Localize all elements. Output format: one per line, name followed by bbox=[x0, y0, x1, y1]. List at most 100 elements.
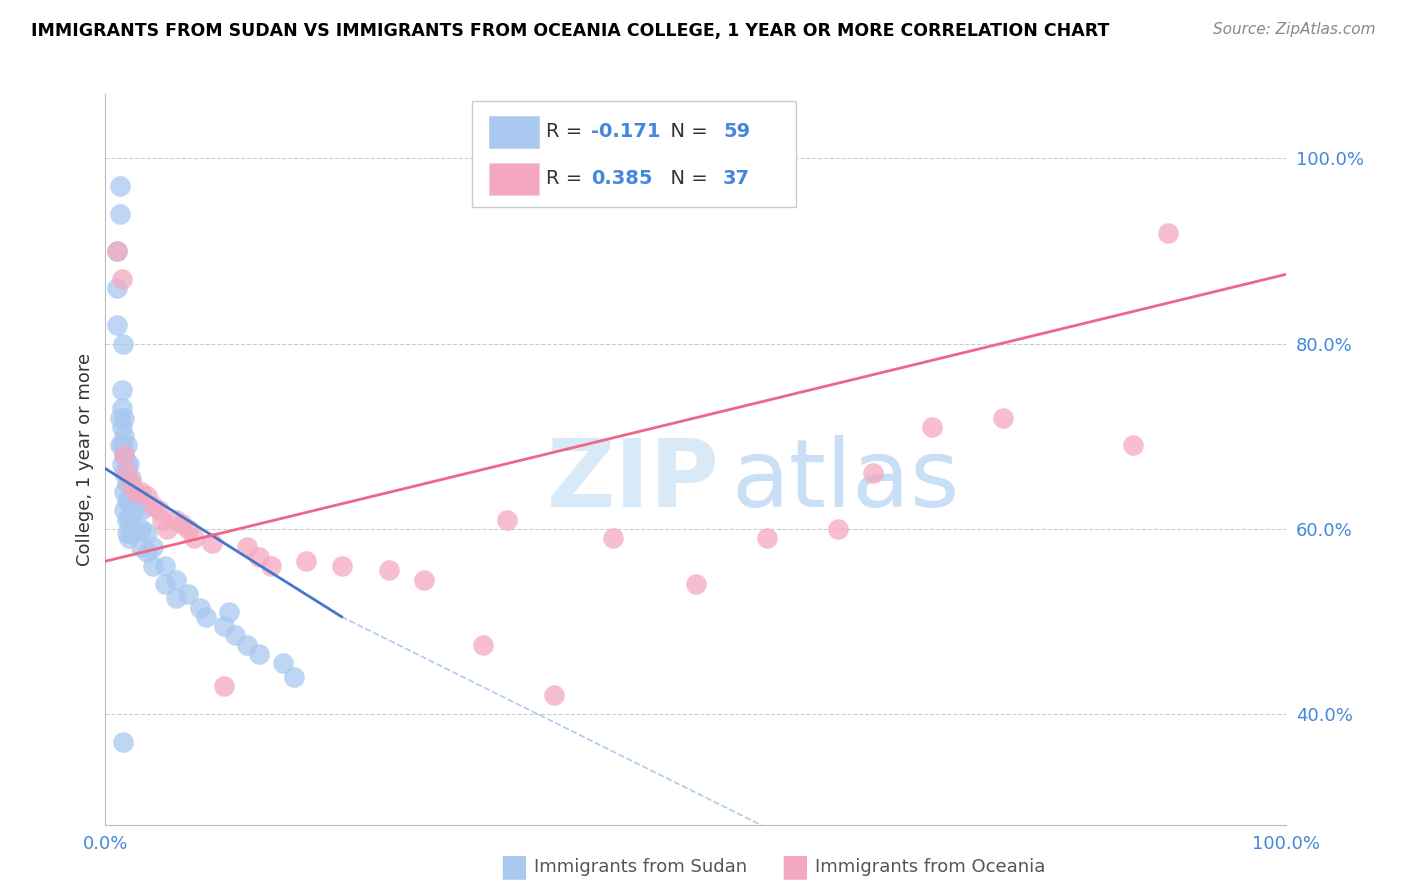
FancyBboxPatch shape bbox=[489, 162, 538, 194]
Point bbox=[124, 484, 146, 499]
FancyBboxPatch shape bbox=[471, 101, 796, 207]
Text: R =: R = bbox=[546, 122, 589, 141]
Point bbox=[111, 420, 134, 434]
Point bbox=[1157, 226, 1180, 240]
Point bbox=[153, 577, 176, 591]
Point bbox=[112, 336, 135, 351]
Point bbox=[111, 383, 134, 397]
Point bbox=[602, 531, 624, 545]
Text: ZIP: ZIP bbox=[547, 435, 720, 527]
Point bbox=[112, 484, 135, 499]
Text: ■: ■ bbox=[780, 853, 808, 881]
Point bbox=[135, 526, 157, 541]
Point bbox=[105, 281, 128, 295]
Point bbox=[120, 526, 142, 541]
Point bbox=[543, 689, 565, 703]
Point bbox=[413, 573, 436, 587]
Point bbox=[156, 522, 179, 536]
Point bbox=[142, 541, 165, 555]
Point bbox=[224, 628, 246, 642]
Point bbox=[115, 457, 138, 471]
Point bbox=[271, 656, 294, 670]
Y-axis label: College, 1 year or more: College, 1 year or more bbox=[76, 353, 94, 566]
Point bbox=[118, 512, 141, 526]
Point bbox=[188, 600, 211, 615]
Point bbox=[183, 531, 205, 545]
Point bbox=[112, 410, 135, 425]
Point bbox=[111, 272, 134, 286]
Text: Immigrants from Sudan: Immigrants from Sudan bbox=[534, 858, 748, 876]
Point bbox=[165, 573, 187, 587]
Point bbox=[108, 410, 131, 425]
Point bbox=[108, 438, 131, 452]
Point bbox=[172, 517, 194, 532]
Point bbox=[862, 467, 884, 481]
Point bbox=[177, 522, 200, 536]
Point bbox=[247, 647, 270, 661]
Point bbox=[115, 438, 138, 452]
Point bbox=[135, 490, 157, 504]
Point bbox=[153, 558, 176, 573]
Point bbox=[118, 457, 141, 471]
Text: ■: ■ bbox=[499, 853, 527, 881]
Point bbox=[120, 508, 142, 522]
Point bbox=[118, 531, 141, 545]
Point bbox=[1122, 438, 1144, 452]
Point bbox=[165, 512, 187, 526]
Text: N =: N = bbox=[658, 169, 714, 188]
Point bbox=[295, 554, 318, 568]
Point bbox=[124, 484, 146, 499]
Point bbox=[105, 244, 128, 258]
Point bbox=[120, 471, 142, 485]
Point bbox=[496, 512, 519, 526]
Point bbox=[129, 503, 152, 517]
Point bbox=[201, 535, 224, 549]
Point bbox=[177, 587, 200, 601]
Point bbox=[194, 609, 217, 624]
Point bbox=[212, 679, 235, 693]
Point bbox=[112, 448, 135, 462]
Point bbox=[991, 410, 1014, 425]
Point bbox=[115, 467, 138, 481]
Point bbox=[118, 475, 141, 490]
Point bbox=[112, 448, 135, 462]
Point bbox=[827, 522, 849, 536]
Point bbox=[165, 591, 187, 606]
Point bbox=[108, 207, 131, 221]
Point bbox=[124, 503, 146, 517]
Point bbox=[108, 179, 131, 194]
Point bbox=[283, 670, 305, 684]
Point bbox=[330, 558, 353, 573]
Point bbox=[115, 475, 138, 490]
Point bbox=[212, 619, 235, 633]
Point bbox=[111, 457, 134, 471]
Text: 0.385: 0.385 bbox=[591, 169, 652, 188]
Point bbox=[112, 735, 135, 749]
Point bbox=[921, 420, 943, 434]
Point bbox=[135, 545, 157, 559]
Text: IMMIGRANTS FROM SUDAN VS IMMIGRANTS FROM OCEANIA COLLEGE, 1 YEAR OR MORE CORRELA: IMMIGRANTS FROM SUDAN VS IMMIGRANTS FROM… bbox=[31, 22, 1109, 40]
Point bbox=[378, 564, 401, 578]
Point bbox=[148, 503, 170, 517]
Point bbox=[129, 484, 152, 499]
Point bbox=[115, 526, 138, 541]
Point bbox=[685, 577, 707, 591]
Point bbox=[115, 494, 138, 508]
Point bbox=[218, 605, 240, 619]
Text: Source: ZipAtlas.com: Source: ZipAtlas.com bbox=[1212, 22, 1375, 37]
Point bbox=[129, 522, 152, 536]
Text: R =: R = bbox=[546, 169, 589, 188]
Point bbox=[755, 531, 778, 545]
Point bbox=[111, 401, 134, 416]
Text: atlas: atlas bbox=[731, 435, 960, 527]
Point bbox=[129, 541, 152, 555]
Point bbox=[112, 467, 135, 481]
Point bbox=[105, 244, 128, 258]
FancyBboxPatch shape bbox=[489, 116, 538, 148]
Point bbox=[472, 638, 495, 652]
Point bbox=[105, 318, 128, 332]
Point bbox=[142, 499, 165, 513]
Point bbox=[112, 429, 135, 443]
Point bbox=[142, 558, 165, 573]
Point bbox=[112, 503, 135, 517]
